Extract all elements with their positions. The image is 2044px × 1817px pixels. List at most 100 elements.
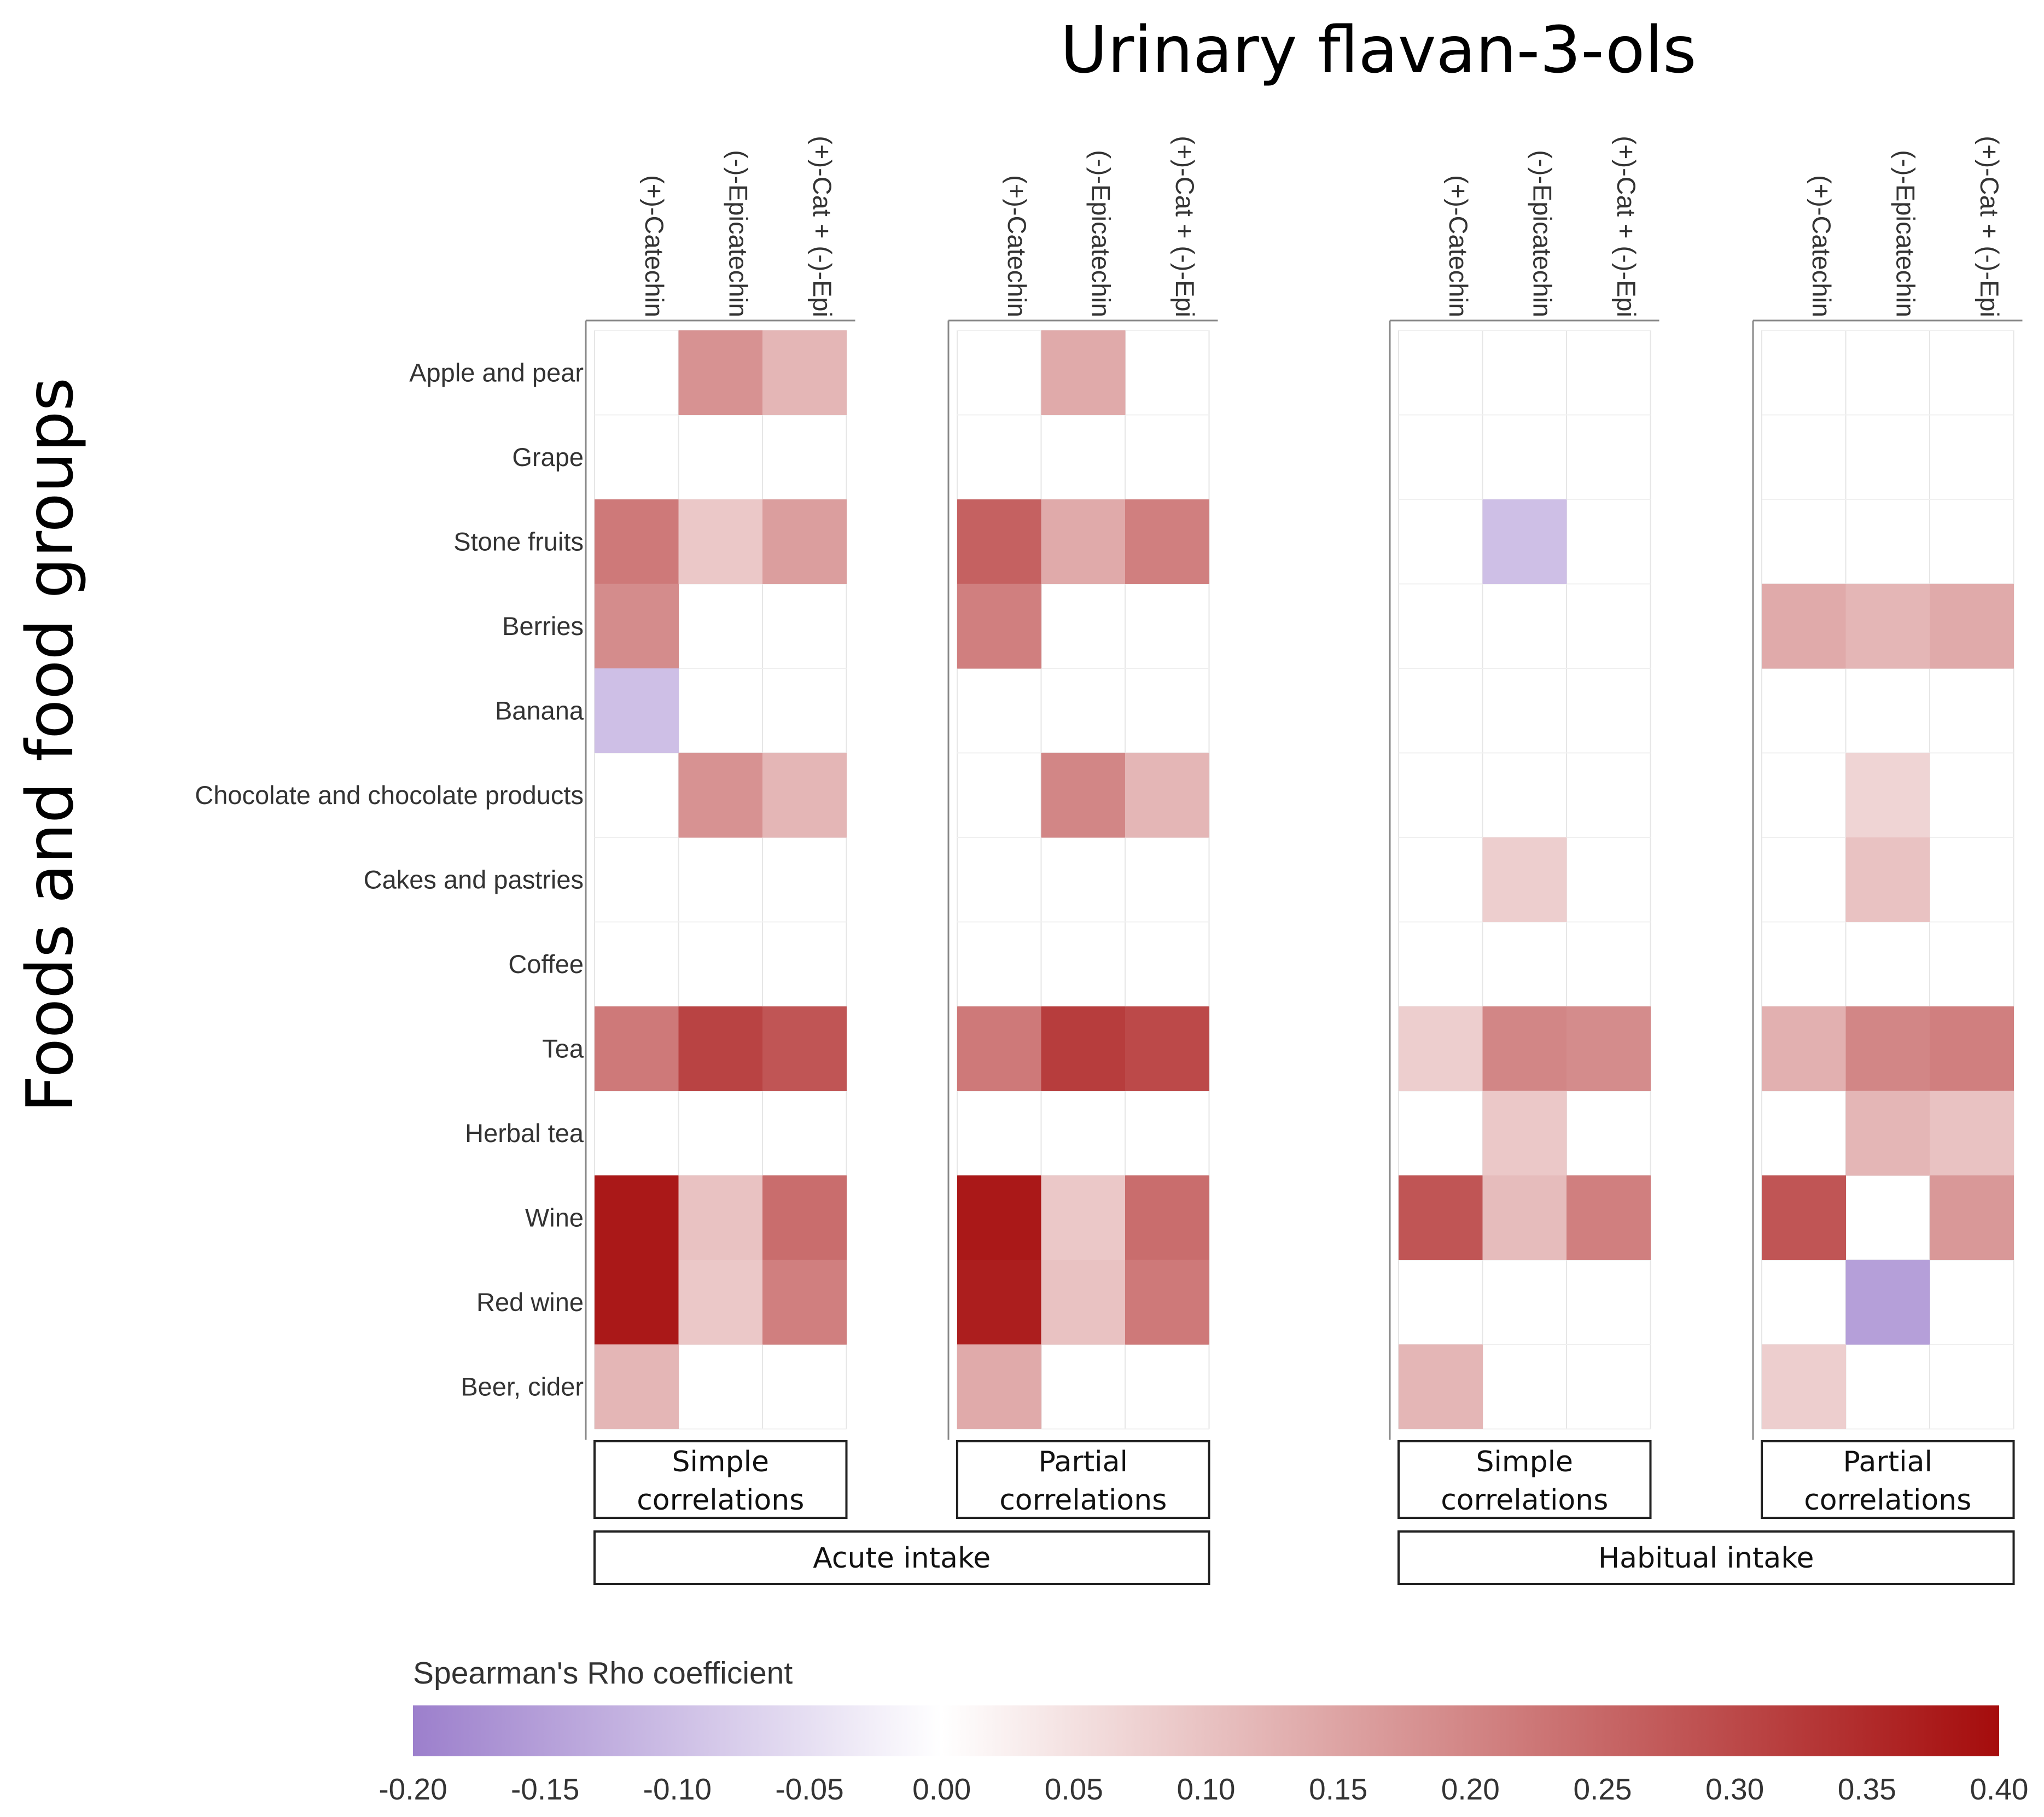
heatmap-cell <box>957 1260 1041 1345</box>
heatmap-panel: (+)-Catechin (-)-Epicatechin (+)-Cat + (-)… <box>947 136 1218 1440</box>
heatmap-cell <box>1399 1006 1483 1091</box>
column-label: (+)-Cat + (-)-Epi <box>1171 136 1199 317</box>
row-label: Wine <box>525 1203 584 1232</box>
column-label: (-)-Epicatechin <box>1086 150 1115 317</box>
heatmap-panels: (+)-Catechin (-)-Epicatechin (+)-Cat + (-)… <box>585 136 2023 1440</box>
column-label: (+)-Catechin <box>640 175 669 317</box>
heatmap-cell <box>678 1006 763 1091</box>
column-label: (+)-Catechin <box>1807 175 1836 317</box>
heatmap-cell <box>1845 837 1930 922</box>
heatmap-cell <box>1762 1344 1846 1429</box>
colorbar-tick-label: 0.35 <box>1838 1772 1896 1806</box>
colorbar-tick-label: 0.15 <box>1309 1772 1367 1806</box>
column-label: (+)-Catechin <box>1003 175 1032 317</box>
heatmap-cell <box>1041 499 1126 584</box>
colorbar-tick-label: -0.05 <box>775 1772 843 1806</box>
heatmap-cell <box>1125 499 1209 584</box>
heatmap-cell <box>1482 499 1567 584</box>
colorbar-title: Spearman's Rho coefficient <box>413 1656 793 1691</box>
strip-box <box>1397 1440 1652 1519</box>
heatmap-cell <box>1041 1175 1126 1260</box>
heatmap-cell <box>595 1175 679 1260</box>
heatmap-cell <box>1930 1091 2014 1176</box>
colorbar-ticks: -0.20 -0.15 -0.10 -0.05 0.00 0.05 0.10 0.15 0.20… <box>378 1772 2028 1806</box>
row-label: Coffee <box>508 950 584 979</box>
heatmap-cell <box>595 668 679 753</box>
colorbar-tick-label: 0.10 <box>1177 1772 1235 1806</box>
row-label: Banana <box>495 696 584 725</box>
facet-strips: Simple correlations Partial correlations Sim… <box>593 1440 2015 1585</box>
heatmap-cell <box>1930 1006 2014 1091</box>
row-label: Herbal tea <box>465 1119 584 1148</box>
row-label: Grape <box>512 442 584 471</box>
row-label: Apple and pear <box>409 358 584 387</box>
strip-label: correlations <box>1441 1484 1608 1517</box>
heatmap-cell <box>678 1175 763 1260</box>
colorbar-tick-label: -0.10 <box>643 1772 712 1806</box>
row-label: Beer, cider <box>461 1372 584 1401</box>
heatmap-cell <box>678 499 763 584</box>
heatmap-cell <box>1930 1175 2014 1260</box>
heatmap-cell <box>957 1006 1041 1091</box>
heatmap-cell <box>1125 1175 1209 1260</box>
heatmap-cell <box>1041 753 1126 838</box>
heatmap-cell <box>1041 330 1126 415</box>
row-labels: Apple and pear Grape Stone fruits Berries Ba… <box>195 358 584 1401</box>
strip-label: Simple <box>672 1446 769 1478</box>
group-box <box>593 1530 1210 1585</box>
heatmap-cell <box>957 499 1041 584</box>
colorbar-tick-label: -0.20 <box>378 1772 447 1806</box>
heatmap-cell <box>1567 1175 1651 1260</box>
column-label: (-)-Epicatechin <box>724 150 753 317</box>
heatmap-cell <box>1482 1091 1567 1176</box>
column-label: (-)-Epicatechin <box>1891 150 1920 317</box>
row-label: Berries <box>502 612 584 640</box>
row-label: Stone fruits <box>453 527 584 556</box>
heatmap-cell <box>1125 1260 1209 1345</box>
heatmap-cell <box>595 584 679 669</box>
heatmap-cell <box>1845 584 1930 669</box>
row-label: Red wine <box>476 1288 584 1317</box>
heatmap-cell <box>595 1260 679 1345</box>
colorbar-tick-label: 0.25 <box>1573 1772 1632 1806</box>
strip-box <box>593 1440 848 1519</box>
heatmap-cell <box>595 499 679 584</box>
heatmap-cell <box>762 499 847 584</box>
row-label: Chocolate and chocolate products <box>195 781 584 810</box>
y-axis-title: Foods and food groups <box>12 377 88 1113</box>
heatmap-cell <box>1482 1006 1567 1091</box>
colorbar-tick-label: 0.20 <box>1441 1772 1500 1806</box>
heatmap-cell <box>1125 753 1209 838</box>
column-label: (+)-Catechin <box>1444 175 1473 317</box>
heatmap-cell <box>678 330 763 415</box>
heatmap-cell <box>1762 1006 1846 1091</box>
heatmap-cell <box>957 1344 1041 1429</box>
heatmap-cell <box>1762 1175 1846 1260</box>
heatmap-cell <box>1125 1006 1209 1091</box>
heatmap-panel: (+)-Catechin (-)-Epicatechin (+)-Cat + (-)… <box>1389 136 1659 1440</box>
strip-box <box>956 1440 1210 1519</box>
heatmap-cell <box>957 584 1041 669</box>
heatmap-cell <box>1845 1006 1930 1091</box>
heatmap-cell <box>1041 1006 1126 1091</box>
heatmap-cell <box>1845 1091 1930 1176</box>
strip-label: correlations <box>1804 1484 1971 1517</box>
column-label: (+)-Cat + (-)-Epi <box>1612 136 1641 317</box>
heatmap-cell <box>595 1006 679 1091</box>
strip-label: correlations <box>637 1484 804 1517</box>
colorbar-tick-label: -0.15 <box>511 1772 579 1806</box>
colorbar-tick-label: 0.40 <box>1970 1772 2028 1806</box>
column-label: (+)-Cat + (-)-Epi <box>1975 136 2004 317</box>
column-label: (+)-Cat + (-)-Epi <box>808 136 837 317</box>
heatmap-cell <box>1845 753 1930 838</box>
heatmap-cell <box>762 1260 847 1345</box>
colorbar-gradient <box>413 1705 1999 1756</box>
colorbar-tick-label: 0.05 <box>1045 1772 1103 1806</box>
heatmap-cell <box>1399 1344 1483 1429</box>
heatmap-cell <box>1930 584 2014 669</box>
strip-label: Partial <box>1843 1446 1932 1478</box>
heatmap-cell <box>1845 1260 1930 1345</box>
group-label: Acute intake <box>813 1542 991 1575</box>
colorbar-tick-label: 0.30 <box>1705 1772 1764 1806</box>
heatmap-cell <box>762 1175 847 1260</box>
